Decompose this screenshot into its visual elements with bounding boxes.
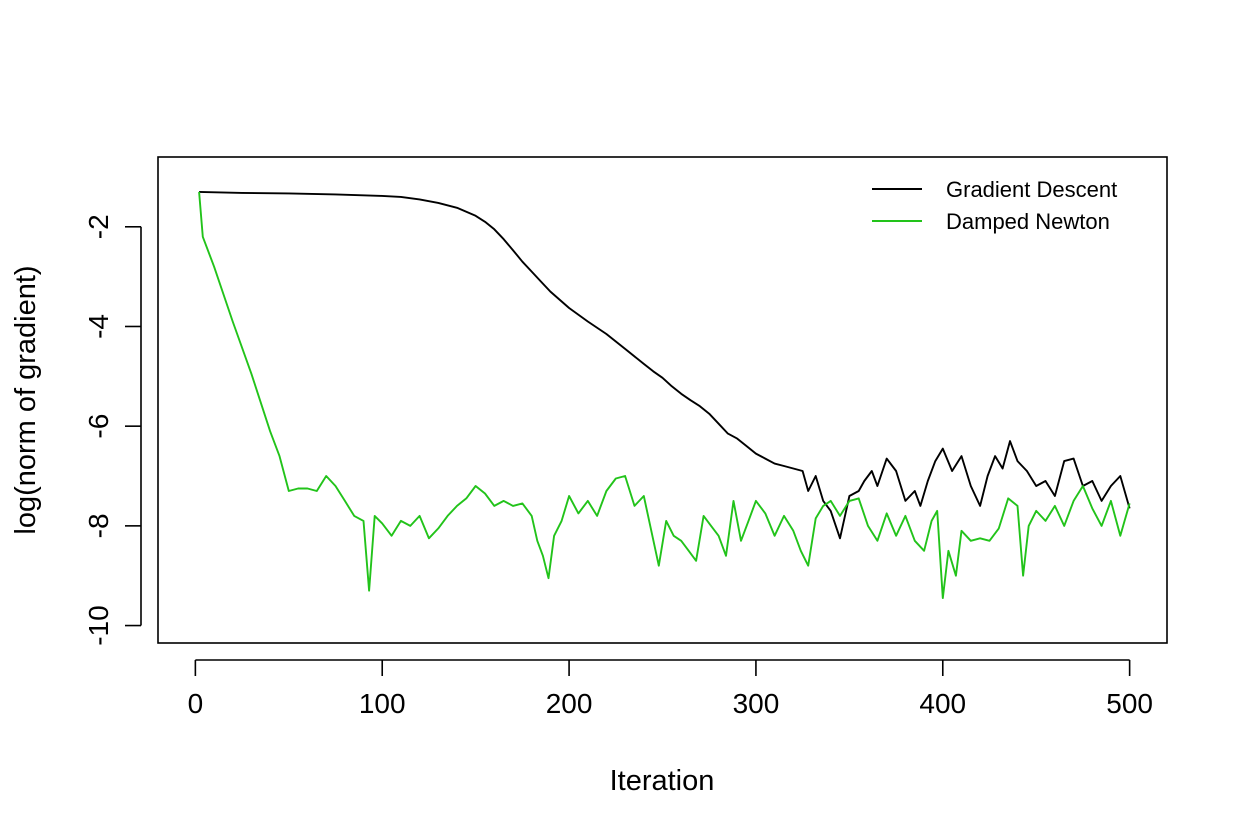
y-tick-label: -2 — [83, 214, 114, 239]
legend: Gradient Descent Damped Newton — [872, 177, 1117, 234]
series-line-damped-newton — [198, 191, 1131, 600]
x-tick-label: 0 — [188, 688, 204, 719]
x-tick-label: 500 — [1106, 688, 1153, 719]
x-axis-title: Iteration — [610, 765, 715, 797]
x-axis: 0 100 200 300 400 500 — [188, 659, 1153, 719]
series-layer — [198, 190, 1131, 600]
x-tick-label: 300 — [733, 688, 780, 719]
y-tick-label: -10 — [83, 605, 114, 645]
x-tick-label: 200 — [546, 688, 593, 719]
legend-label: Gradient Descent — [946, 177, 1117, 202]
y-axis: -2 -4 -6 -8 -10 — [83, 214, 142, 646]
series-line-gradient-descent — [199, 190, 1131, 540]
y-tick-label: -8 — [83, 513, 114, 538]
y-tick-label: -6 — [83, 414, 114, 439]
x-tick-label: 400 — [919, 688, 966, 719]
plot-frame — [157, 156, 1168, 644]
y-tick-label: -4 — [83, 314, 114, 339]
y-axis-title: log(norm of gradient) — [10, 265, 42, 534]
x-tick-label: 100 — [359, 688, 406, 719]
legend-label: Damped Newton — [946, 209, 1110, 234]
